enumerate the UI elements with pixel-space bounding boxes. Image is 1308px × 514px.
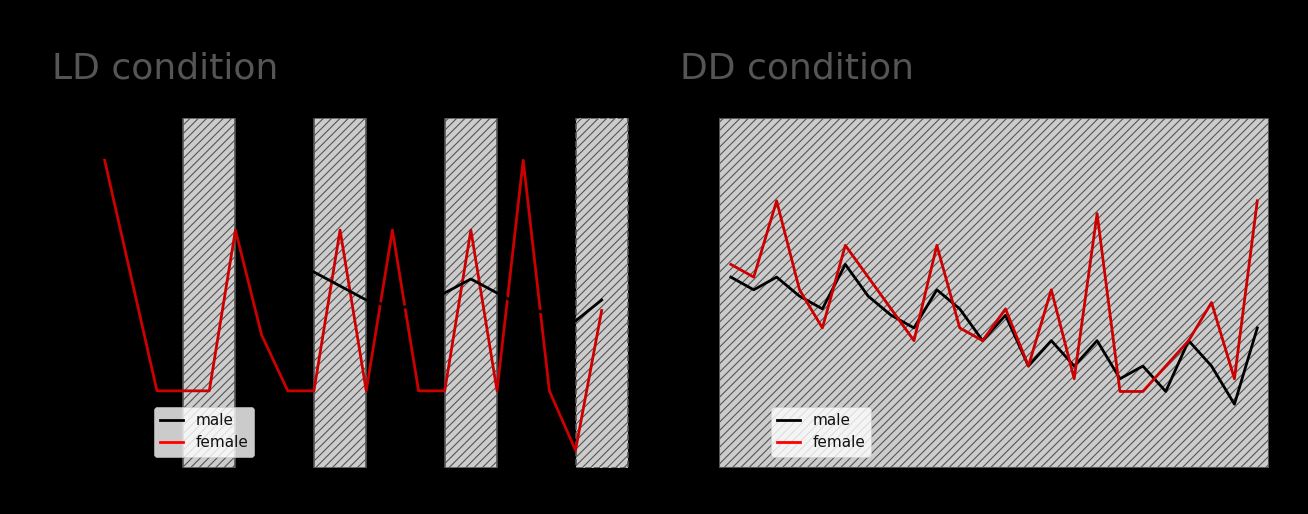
Text: LD condition: LD condition [52,51,279,85]
Bar [576,118,628,468]
Legend: male, female: male, female [770,407,871,456]
Legend: male, female: male, female [154,407,254,456]
Text: DD condition: DD condition [680,51,914,85]
Bar [183,118,235,468]
Bar [445,118,497,468]
Bar [314,118,366,468]
